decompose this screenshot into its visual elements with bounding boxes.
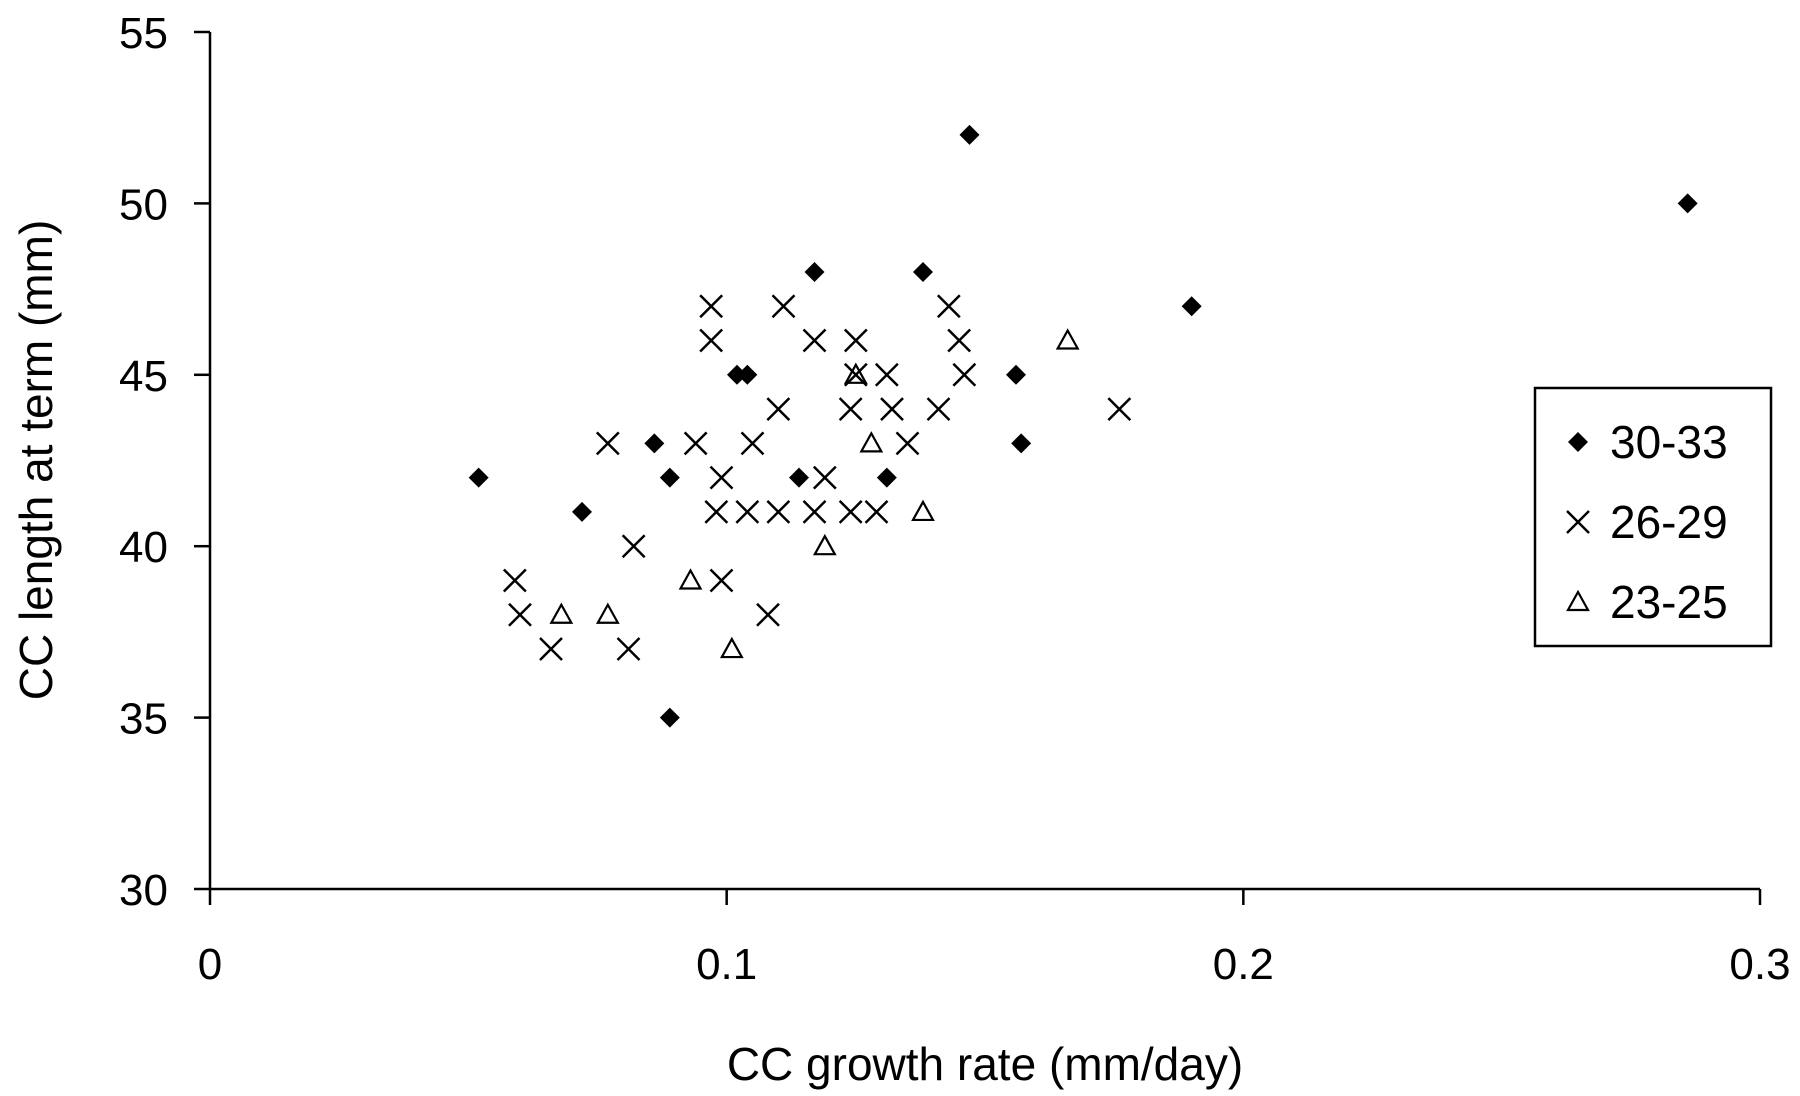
x-tick-label: 0 <box>198 940 222 989</box>
series-26-29 <box>502 294 1132 661</box>
data-point <box>699 294 724 319</box>
data-point <box>508 602 532 627</box>
data-points <box>468 124 1698 728</box>
series-23-25 <box>549 328 1080 659</box>
data-point <box>468 467 489 488</box>
data-point <box>952 362 977 387</box>
data-point <box>838 500 863 524</box>
y-tick-label: 45 <box>119 352 168 401</box>
x-tick-label: 0.3 <box>1729 940 1790 989</box>
legend: 30-33 26-29 23-25 <box>1533 386 1773 648</box>
data-point <box>804 261 825 282</box>
data-point <box>699 328 724 353</box>
data-point <box>727 364 747 385</box>
y-tick-label: 35 <box>119 695 168 744</box>
data-point <box>947 328 972 353</box>
data-point <box>1181 296 1202 317</box>
data-point <box>880 397 904 421</box>
data-point <box>789 467 809 488</box>
y-tick-label: 50 <box>119 180 168 229</box>
data-point <box>1011 433 1032 454</box>
data-point <box>843 328 868 353</box>
data-point <box>737 364 758 385</box>
data-point <box>1055 328 1080 350</box>
data-point <box>709 465 734 490</box>
data-point <box>802 328 827 353</box>
data-point <box>740 431 765 456</box>
data-point <box>683 431 708 456</box>
legend-label: 26-29 <box>1610 496 1728 548</box>
data-point <box>843 362 868 384</box>
data-point <box>859 431 884 453</box>
data-point <box>709 568 734 593</box>
data-point <box>719 636 744 659</box>
data-point <box>913 261 933 282</box>
data-point <box>595 431 620 456</box>
data-point <box>838 397 863 421</box>
data-point <box>549 602 574 624</box>
data-point <box>1107 397 1132 421</box>
data-point <box>802 500 827 524</box>
series-30-33 <box>468 124 1698 728</box>
data-point <box>766 397 791 421</box>
data-point <box>1006 364 1026 385</box>
data-point <box>771 294 796 319</box>
y-tick-label: 40 <box>119 523 168 572</box>
data-point <box>616 637 641 661</box>
legend-marker-30-33 <box>1568 432 1588 452</box>
data-point <box>936 294 961 319</box>
y-axis-title: CC length at term (mm) <box>10 220 62 701</box>
data-point <box>644 433 665 454</box>
tick-labels: 30 35 40 45 50 55 0 0.1 0.2 0.3 <box>119 9 1791 989</box>
y-tick-label: 55 <box>119 9 168 58</box>
data-point <box>572 501 592 522</box>
data-point <box>812 465 837 490</box>
data-point <box>659 467 680 488</box>
data-point <box>678 568 703 590</box>
data-point <box>735 500 760 524</box>
data-point <box>502 568 527 593</box>
data-point <box>926 397 951 421</box>
ticks <box>194 30 1762 905</box>
data-point <box>911 499 935 522</box>
legend-label: 23-25 <box>1610 576 1728 628</box>
data-point <box>1677 193 1698 214</box>
legend-marker-26-29 <box>1566 510 1590 534</box>
data-point <box>895 431 920 456</box>
data-point <box>876 467 897 488</box>
legend-label: 30-33 <box>1610 416 1728 468</box>
data-point <box>621 534 646 559</box>
x-tick-label: 0.2 <box>1213 940 1274 989</box>
data-point <box>704 500 729 524</box>
data-point <box>539 637 563 661</box>
data-point <box>874 362 899 387</box>
data-point <box>959 124 980 145</box>
data-point <box>756 602 780 627</box>
data-point <box>766 500 791 524</box>
data-point <box>595 602 620 624</box>
data-point <box>659 707 680 728</box>
axes <box>208 32 1760 891</box>
data-point <box>864 500 889 524</box>
x-tick-label: 0.1 <box>696 940 757 989</box>
legend-marker-23-25 <box>1566 589 1590 612</box>
y-tick-label: 30 <box>119 866 168 915</box>
data-point <box>812 533 837 556</box>
x-axis-title: CC growth rate (mm/day) <box>727 1038 1243 1090</box>
